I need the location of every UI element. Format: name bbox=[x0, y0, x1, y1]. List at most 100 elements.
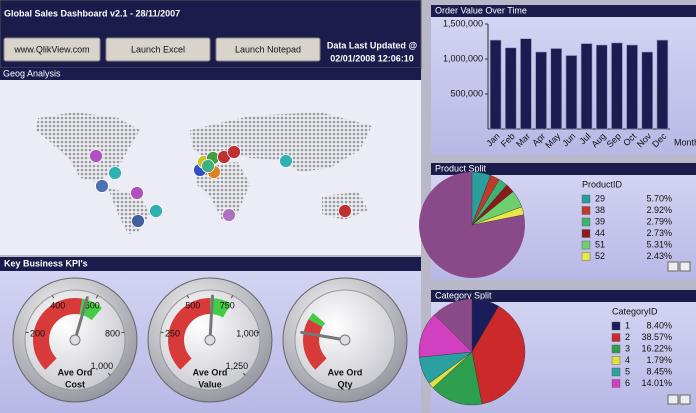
updated-value: 02/01/2008 12:06:10 bbox=[330, 53, 414, 63]
legend-swatch bbox=[611, 344, 621, 354]
gauge-needle bbox=[300, 330, 347, 342]
gauge-label: Ave Ord bbox=[328, 367, 363, 377]
bar bbox=[595, 44, 608, 130]
updated-label: Data Last Updated @ bbox=[327, 40, 418, 50]
gauge-zone bbox=[308, 313, 326, 327]
legend-swatch bbox=[611, 379, 621, 388]
header-button[interactable] bbox=[105, 37, 211, 62]
gauge-tick-label: 750 bbox=[220, 301, 235, 311]
scroll-button[interactable] bbox=[679, 394, 691, 405]
map-bubble bbox=[108, 166, 122, 180]
pie-slice bbox=[471, 206, 525, 226]
legend-swatch bbox=[611, 321, 621, 331]
legend-value: 2.43% bbox=[646, 251, 672, 261]
gauge-zone bbox=[210, 298, 231, 318]
legend-label: 38 bbox=[595, 205, 605, 215]
gauge-tick bbox=[186, 295, 190, 299]
chart-title-bar bbox=[431, 5, 696, 17]
gauge-label: Ave Ord bbox=[193, 367, 228, 377]
bar bbox=[535, 51, 547, 130]
legend-swatch bbox=[581, 229, 591, 238]
map-bubble bbox=[89, 149, 103, 163]
gauge-label: Qty bbox=[337, 379, 352, 389]
gauge-tick-label: 600 bbox=[85, 301, 100, 311]
geo-title: Geog Analysis bbox=[3, 68, 61, 78]
legend-label: 51 bbox=[595, 239, 605, 249]
scroll-button[interactable] bbox=[667, 394, 679, 405]
legend-swatch bbox=[611, 356, 621, 365]
legend-title: ProductID bbox=[582, 179, 623, 189]
legend-label: 3 bbox=[625, 343, 630, 353]
gauge-tick bbox=[95, 295, 99, 299]
legend-swatch bbox=[581, 252, 591, 261]
dashboard-title: Global Sales Dashboard v2.1 - 28/11/2007 bbox=[4, 8, 180, 18]
gauge-tick-label: 1,250 bbox=[226, 361, 249, 371]
header-button[interactable] bbox=[3, 37, 101, 62]
chart-title-bar bbox=[431, 290, 696, 302]
gauge-tick-label: 1,000 bbox=[91, 361, 114, 371]
legend-swatch bbox=[581, 217, 591, 227]
gauge-tick-label: 500 bbox=[185, 301, 200, 311]
bar bbox=[580, 43, 593, 130]
scroll-button[interactable] bbox=[667, 261, 679, 272]
y-tick-label: 1,500,000 bbox=[443, 18, 483, 28]
chart-title-bar bbox=[431, 163, 696, 175]
legend-swatch bbox=[581, 240, 591, 250]
legend-value: 5.31% bbox=[646, 239, 672, 249]
gauge-tick-label: 250 bbox=[165, 328, 180, 338]
scroll-button[interactable] bbox=[679, 261, 691, 272]
legend-label: 44 bbox=[595, 228, 605, 238]
map-bubble bbox=[201, 159, 215, 173]
bar bbox=[611, 42, 623, 130]
kpi-title-bar bbox=[0, 257, 421, 271]
gauge-tick bbox=[230, 295, 234, 299]
legend-value: 2.92% bbox=[646, 205, 672, 215]
legend-label: 39 bbox=[595, 216, 605, 226]
legend-value: 2.79% bbox=[646, 216, 672, 226]
bar bbox=[641, 51, 654, 130]
legend-value: 5.70% bbox=[646, 193, 672, 203]
map-bubble bbox=[338, 204, 352, 218]
gauge-tick-label: 400 bbox=[50, 301, 65, 311]
header-button-label[interactable]: Launch Notepad bbox=[235, 44, 301, 54]
bar bbox=[656, 39, 669, 130]
legend-label: 1 bbox=[625, 320, 630, 330]
legend-label: 2 bbox=[625, 332, 630, 342]
gauge-tick-label: 1,000 bbox=[236, 328, 259, 338]
legend-value: 38.57% bbox=[641, 332, 672, 342]
legend-value: 1.79% bbox=[646, 355, 672, 365]
legend-value: 8.40% bbox=[646, 320, 672, 330]
legend-value: 2.73% bbox=[646, 228, 672, 238]
bar bbox=[550, 48, 563, 130]
legend-swatch bbox=[611, 367, 621, 377]
map-bubble bbox=[279, 154, 293, 168]
legend-label: 6 bbox=[625, 378, 630, 388]
map-bubble bbox=[149, 204, 163, 218]
map-bubble bbox=[222, 208, 236, 222]
legend-label: 52 bbox=[595, 251, 605, 261]
kpi-title: Key Business KPI's bbox=[4, 258, 88, 268]
pie-slice bbox=[432, 351, 483, 406]
gauge-tick bbox=[51, 295, 55, 299]
gauge-zone bbox=[32, 298, 83, 370]
gauge-hub bbox=[204, 334, 216, 346]
map-bubble bbox=[130, 186, 144, 200]
header-button-label[interactable]: www.QlikView.com bbox=[13, 44, 89, 54]
map-bubble bbox=[227, 145, 241, 159]
legend-label: 29 bbox=[595, 193, 605, 203]
gauge-zone bbox=[168, 298, 210, 370]
gauge-tick-label: 800 bbox=[105, 328, 120, 338]
legend-value: 8.45% bbox=[646, 366, 672, 376]
legend-label: 4 bbox=[625, 355, 630, 365]
gauge-tick-label: 200 bbox=[30, 328, 45, 338]
header-button[interactable] bbox=[215, 37, 321, 62]
pie-slice bbox=[418, 314, 473, 358]
bar bbox=[626, 44, 638, 130]
gauge-label: Value bbox=[198, 379, 222, 389]
header-button-label[interactable]: Launch Excel bbox=[131, 44, 185, 54]
chart-title: Product Split bbox=[435, 163, 487, 173]
legend-swatch bbox=[581, 194, 591, 204]
legend-swatch bbox=[581, 206, 591, 215]
gauge-needle bbox=[208, 294, 214, 342]
